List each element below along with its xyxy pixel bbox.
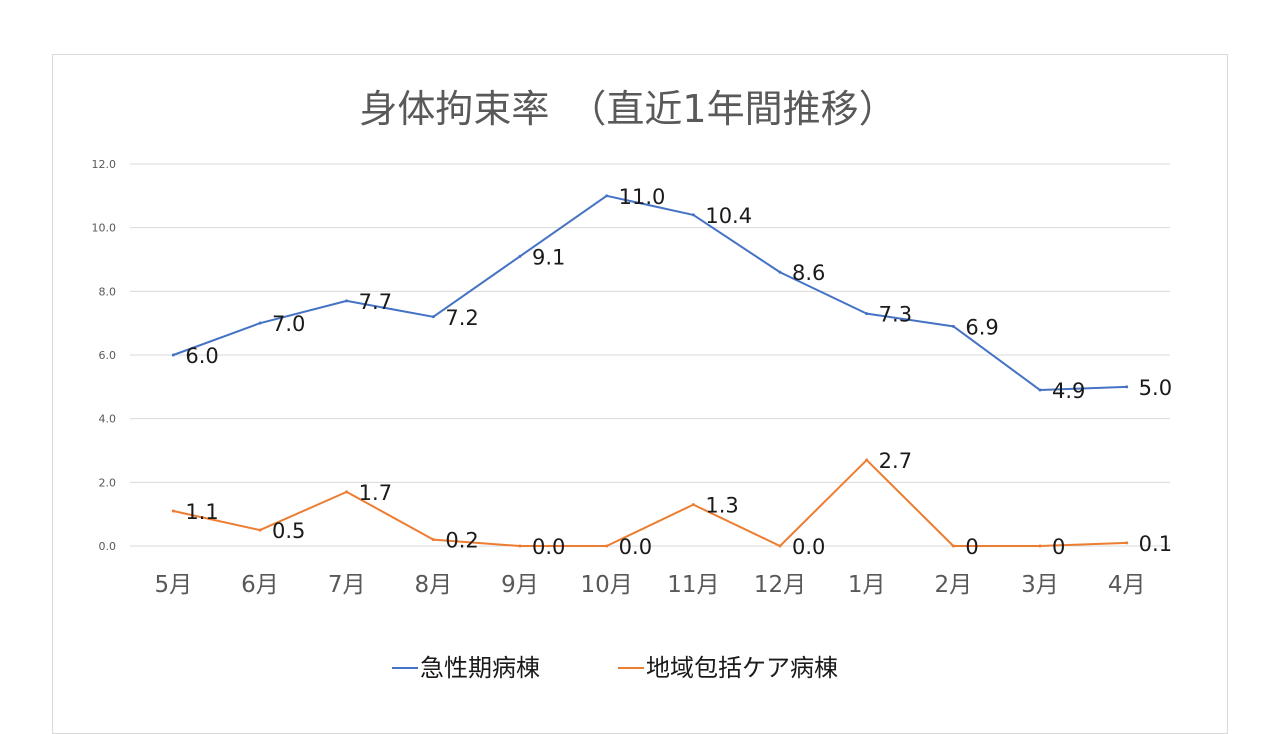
data-label: 0.0 — [619, 535, 652, 559]
data-point — [171, 509, 175, 513]
series-lines — [171, 194, 1129, 548]
data-point — [1125, 541, 1129, 545]
data-point — [691, 503, 695, 507]
y-tick-label: 8.0 — [99, 285, 117, 298]
x-tick-label: 3月 — [1021, 572, 1059, 598]
data-point — [258, 528, 262, 532]
x-tick-label: 12月 — [754, 572, 806, 598]
data-label: 9.1 — [532, 245, 565, 269]
data-label: 1.1 — [185, 500, 218, 524]
data-label: 0 — [965, 535, 978, 559]
data-label: 6.0 — [185, 344, 218, 368]
series-line — [173, 459, 1127, 547]
data-label: 0.0 — [792, 535, 825, 559]
data-label: 11.0 — [619, 185, 666, 209]
x-tick-label: 4月 — [1108, 572, 1146, 598]
y-tick-label: 0.0 — [99, 540, 117, 553]
y-tick-label: 4.0 — [99, 413, 117, 426]
data-label: 0.2 — [445, 529, 478, 553]
data-label: 5.0 — [1139, 376, 1172, 400]
data-point — [778, 544, 782, 548]
data-label: 6.9 — [965, 315, 998, 339]
legend: 急性期病棟 地域包括ケア病棟 — [392, 654, 838, 682]
data-point — [345, 490, 349, 494]
data-point — [1125, 385, 1129, 389]
data-point — [171, 353, 175, 357]
data-label: 0.5 — [272, 519, 305, 543]
data-point — [1038, 544, 1042, 548]
data-point — [951, 544, 955, 548]
data-point — [865, 458, 869, 462]
x-tick-label: 2月 — [935, 572, 973, 598]
data-point — [345, 299, 349, 303]
x-tick-label: 1月 — [848, 572, 886, 598]
y-axis-ticks: 0.0 2.0 4.0 6.0 8.0 10.0 12.0 — [92, 158, 117, 553]
x-tick-label: 5月 — [155, 572, 193, 598]
data-label: 8.6 — [792, 261, 825, 285]
data-label: 7.2 — [445, 306, 478, 330]
data-point — [518, 254, 522, 258]
y-tick-label: 2.0 — [99, 476, 117, 489]
x-tick-label: 7月 — [328, 572, 366, 598]
data-label: 0.1 — [1139, 532, 1172, 556]
data-label: 7.3 — [879, 303, 912, 327]
x-tick-label: 10月 — [581, 572, 633, 598]
data-label: 1.3 — [705, 494, 738, 518]
y-tick-label: 10.0 — [92, 222, 117, 235]
data-labels: 6.0 7.0 7.7 7.2 9.1 11.0 10.4 8.6 7.3 6.9 4.9 5.0 1.… — [185, 185, 1172, 559]
y-tick-label: 6.0 — [99, 349, 117, 362]
data-label: 0.0 — [532, 535, 565, 559]
x-tick-label: 6月 — [241, 572, 279, 598]
y-tick-label: 12.0 — [92, 158, 117, 171]
data-point — [1038, 388, 1042, 392]
legend-label: 地域包括ケア病棟 — [646, 654, 838, 682]
x-tick-label: 8月 — [415, 572, 453, 598]
data-point — [605, 194, 609, 198]
data-label: 4.9 — [1052, 379, 1085, 403]
data-label: 2.7 — [879, 449, 912, 473]
x-tick-label: 11月 — [667, 572, 719, 598]
series-line — [172, 194, 1127, 392]
x-tick-label: 9月 — [501, 572, 539, 598]
data-point — [951, 324, 955, 328]
gridlines — [130, 163, 1170, 547]
data-point — [691, 213, 695, 217]
chart-title: 身体拘束率 （直近1年間推移） — [359, 87, 896, 131]
data-label: 0 — [1052, 535, 1065, 559]
x-axis-ticks: 5月 6月 7月 8月 9月 10月 11月 12月 1月 2月 3月 4月 — [155, 572, 1146, 598]
data-point — [778, 270, 782, 274]
data-point — [431, 315, 435, 319]
data-label: 7.7 — [359, 290, 392, 314]
data-point — [518, 544, 522, 548]
data-label: 7.0 — [272, 312, 305, 336]
legend-label: 急性期病棟 — [420, 654, 540, 682]
data-label: 1.7 — [359, 481, 392, 505]
chart-frame — [52, 54, 1228, 734]
data-point — [865, 312, 869, 316]
data-point — [431, 538, 435, 542]
data-point — [605, 544, 609, 548]
data-point — [258, 321, 262, 325]
data-label: 10.4 — [705, 204, 752, 228]
